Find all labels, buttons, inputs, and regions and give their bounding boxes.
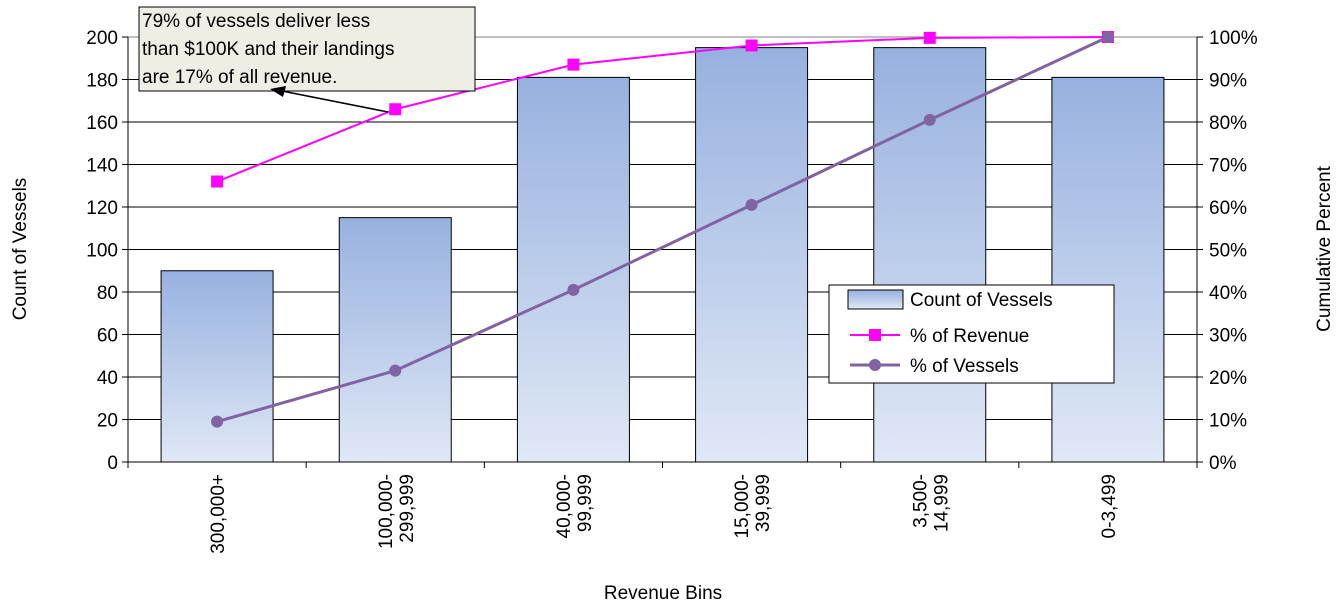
annotation-line-1: 79% of vessels deliver less (142, 11, 370, 32)
x-tick-label: 100,000- (376, 474, 397, 549)
x-tick-label: 3,500- (910, 474, 931, 528)
y2-axis-title: Cumulative Percent (1314, 165, 1335, 332)
point-pct-vessels (211, 415, 224, 428)
point-pct-vessels (745, 198, 758, 211)
annotation-box (138, 6, 476, 92)
y2-tick-label: 60% (1209, 198, 1247, 219)
y-tick-label: 120 (86, 198, 118, 219)
tick-labels: 0 20 40 60 80 100 120 140 160 180 200 0% 10% 20% 30% 40… (86, 28, 1257, 554)
annotation-arrow-head (270, 86, 286, 97)
y2-tick-label: 10% (1209, 411, 1247, 432)
point-pct-revenue (745, 39, 758, 52)
point-pct-vessels (1101, 31, 1114, 43)
point-pct-vessels (923, 113, 936, 126)
bar (516, 76, 630, 463)
legend-marker-pct-vessels (869, 359, 881, 371)
annotation-line-3: are 17% of all revenue. (142, 67, 337, 88)
x-tick-label: 14,999 (931, 474, 952, 532)
y2-tick-label: 30% (1209, 326, 1247, 347)
x-tick-label: 299,999 (397, 474, 418, 543)
point-pct-vessels (389, 364, 402, 377)
x-tick-label: 0-3,499 (1099, 474, 1120, 538)
bar (873, 47, 987, 463)
bar (338, 217, 452, 463)
line-pct-vessels (216, 35, 1109, 424)
bar (1051, 76, 1165, 463)
y-tick-label: 20 (97, 411, 118, 432)
y2-tick-label: 20% (1209, 368, 1247, 389)
legend-marker-pct-revenue (869, 329, 881, 341)
line-pct-revenue (216, 36, 1108, 183)
point-pct-revenue (211, 175, 224, 188)
x-tick-label: 99,999 (575, 474, 596, 532)
legend-label-count-of-vessels: Count of Vessels (910, 290, 1053, 311)
annotation-line-2: than $100K and their landings (142, 39, 394, 60)
bar (695, 47, 809, 463)
y-tick-label: 60 (97, 326, 118, 347)
y-tick-label: 0 (107, 453, 118, 474)
y2-tick-label: 40% (1209, 283, 1247, 304)
annotation-arrow-line (281, 90, 389, 113)
point-pct-revenue (567, 58, 580, 71)
axes (122, 36, 1203, 468)
y2-tick-label: 0% (1209, 453, 1237, 474)
y-tick-label: 140 (86, 156, 118, 177)
point-pct-vessels (567, 283, 580, 296)
legend: Count of Vessels % of Revenue % of Vesse… (828, 284, 1115, 384)
bar (160, 270, 274, 463)
x-axis-title: Revenue Bins (604, 583, 722, 604)
legend-swatch-count-of-vessels (847, 289, 904, 310)
annotation-callout: 79% of vessels deliver less than $100K a… (138, 6, 476, 113)
y2-tick-label: 80% (1209, 113, 1247, 134)
point-pct-revenue (389, 103, 402, 116)
point-pct-revenue (923, 31, 936, 44)
bars (160, 47, 1165, 463)
y-tick-label: 100 (86, 241, 118, 262)
y-tick-label: 160 (86, 113, 118, 134)
y2-tick-label: 90% (1209, 71, 1247, 92)
y-axis-title: Count of Vessels (10, 178, 31, 321)
y-tick-label: 80 (97, 283, 118, 304)
legend-label-pct-revenue: % of Revenue (910, 326, 1029, 347)
y-tick-label: 180 (86, 71, 118, 92)
y-tick-label: 200 (86, 28, 118, 49)
y2-tick-label: 100% (1209, 28, 1258, 49)
x-tick-label: 39,999 (753, 474, 774, 532)
x-tick-label: 40,000- (554, 474, 575, 538)
x-tick-label: 15,000- (732, 474, 753, 538)
lines (211, 31, 1114, 428)
x-tick-label: 300,000+ (208, 474, 229, 554)
y-tick-label: 40 (97, 368, 118, 389)
legend-label-pct-vessels: % of Vessels (910, 356, 1019, 377)
y2-tick-label: 70% (1209, 156, 1247, 177)
gridlines (128, 36, 1197, 463)
y2-tick-label: 50% (1209, 241, 1247, 262)
